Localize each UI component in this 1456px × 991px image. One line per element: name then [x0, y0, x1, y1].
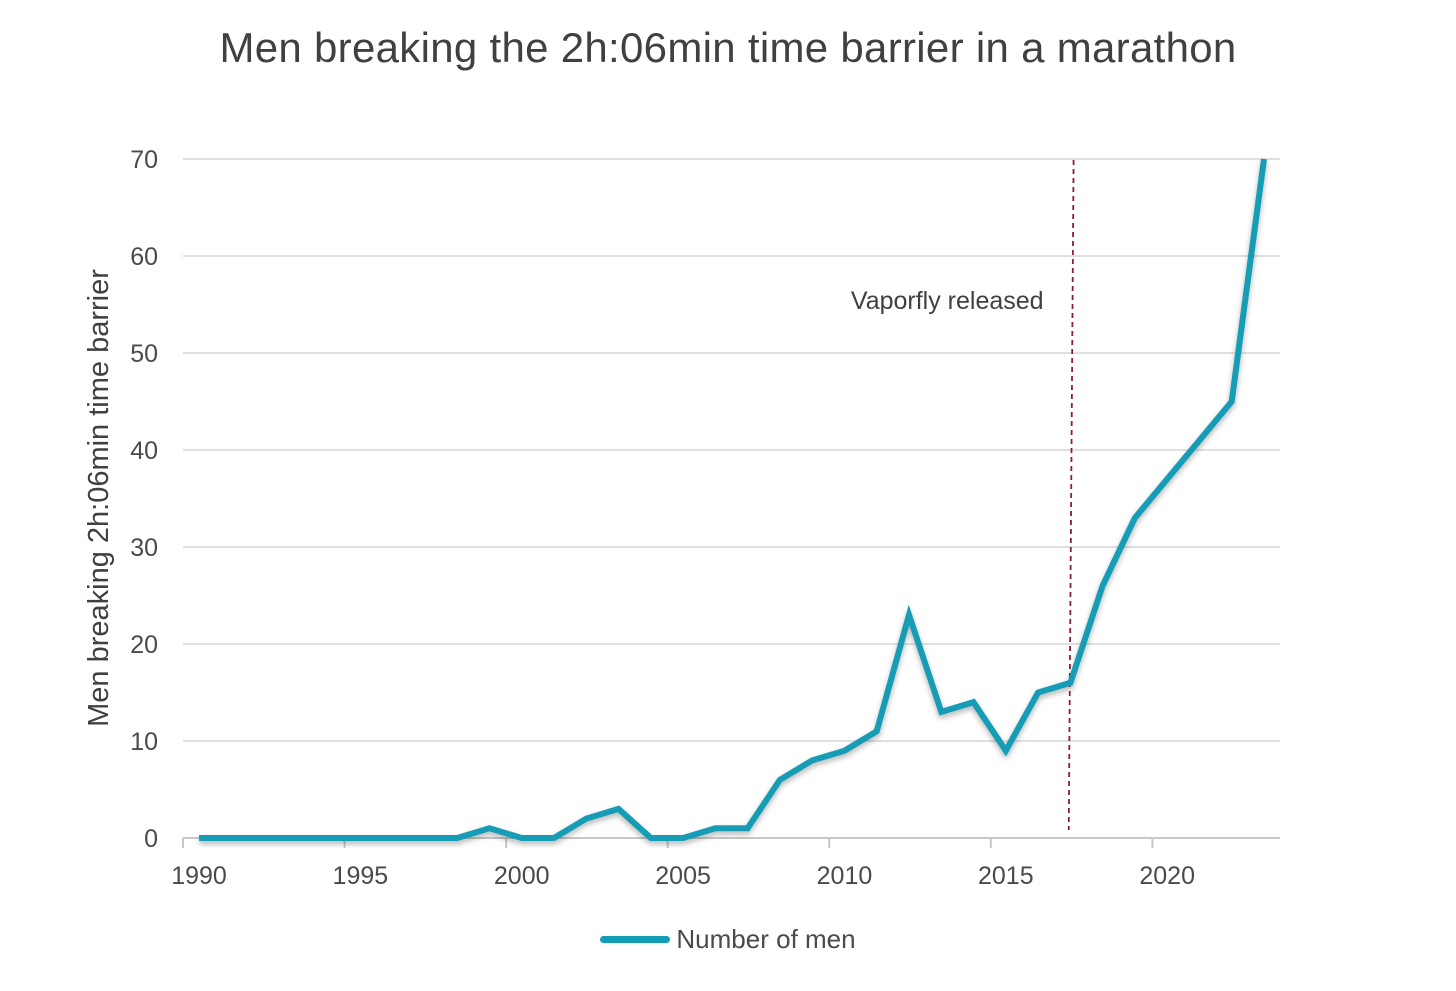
y-tick-label: 50 [130, 340, 158, 368]
data-point [1196, 437, 1202, 443]
y-axis-title: Men breaking 2h:06min time barrier [83, 269, 115, 727]
annotation-layer: Vaporfly released [851, 159, 1075, 831]
data-point [293, 835, 299, 841]
data-point [1067, 680, 1073, 686]
chart-title: Men breaking the 2h:06min time barrier i… [219, 24, 1237, 71]
x-tick-label: 2005 [655, 862, 711, 890]
data-point [971, 699, 977, 705]
data-point [422, 835, 428, 841]
x-tick-label: 2020 [1139, 862, 1195, 890]
data-point [906, 612, 912, 618]
data-point [1261, 156, 1267, 162]
data-point [1132, 515, 1138, 521]
data-point [809, 757, 815, 763]
data-point [841, 748, 847, 754]
y-tick-label: 20 [130, 631, 158, 659]
x-tick-label: 2000 [494, 862, 550, 890]
legend-label: Number of men [676, 924, 856, 954]
x-tick-labels: 1990 1995 2000 2005 2010 2015 2020 [171, 862, 1195, 890]
data-point [1229, 399, 1235, 405]
y-tick-label: 0 [144, 825, 158, 853]
data-point [196, 835, 202, 841]
data-point [390, 835, 396, 841]
data-point [745, 825, 751, 831]
annotation-line [1067, 159, 1075, 831]
data-point [325, 835, 331, 841]
data-point [874, 728, 880, 734]
grid-lines [183, 158, 1280, 742]
x-tick-label: 1990 [171, 862, 227, 890]
legend: Number of men [0, 924, 1456, 955]
data-point [648, 835, 654, 841]
data-point [1035, 690, 1041, 696]
data-point [1003, 748, 1009, 754]
y-tick-label: 40 [130, 437, 158, 465]
data-point [616, 806, 622, 812]
legend-swatch [600, 936, 671, 943]
series-layer [196, 156, 1267, 841]
data-point [583, 816, 589, 822]
data-point [1164, 476, 1170, 482]
data-point [551, 835, 557, 841]
data-point [712, 825, 718, 831]
data-point [519, 835, 525, 841]
data-point [486, 825, 492, 831]
y-tick-label: 10 [130, 728, 158, 756]
annotation-label: Vaporfly released [851, 287, 1044, 315]
x-tick-label: 1995 [333, 862, 389, 890]
data-point [454, 835, 460, 841]
series-line-number-of-men [199, 158, 1267, 841]
data-point [938, 709, 944, 715]
data-point [228, 835, 234, 841]
data-point [680, 835, 686, 841]
data-point [1100, 583, 1106, 589]
data-point [357, 835, 363, 841]
y-tick-label: 60 [130, 243, 158, 271]
y-tick-label: 30 [130, 534, 158, 562]
x-tick-label: 2015 [978, 862, 1034, 890]
x-tick-label: 2010 [817, 862, 873, 890]
y-tick-label: 70 [130, 146, 158, 174]
data-point [777, 777, 783, 783]
y-tick-labels: 0 10 20 30 40 50 60 70 [130, 146, 158, 853]
data-point [261, 835, 267, 841]
